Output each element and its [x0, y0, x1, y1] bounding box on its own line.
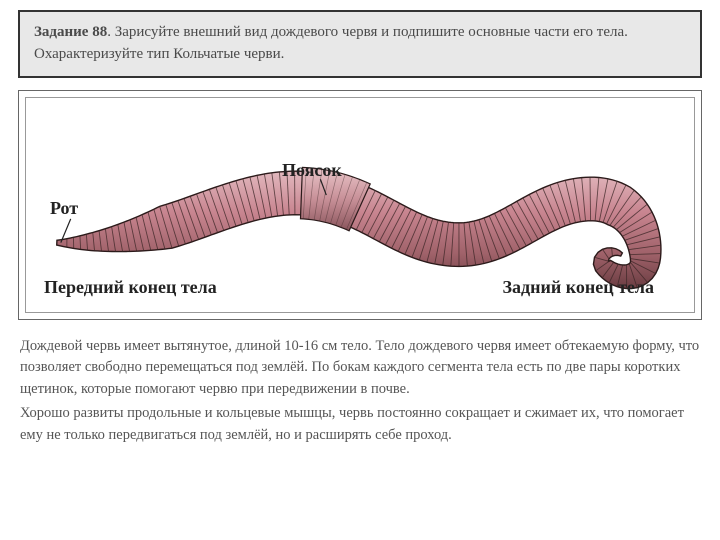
- task-box: Задание 88. Зарисуйте внешний вид дождев…: [18, 10, 702, 78]
- body-text: Дождевой червь имеет вытянутое, длиной 1…: [18, 336, 702, 447]
- paragraph-1: Дождевой червь имеет вытянутое, длиной 1…: [20, 336, 700, 401]
- diagram-outer: Рот Поясок Передний конец тела Задний ко…: [18, 90, 702, 320]
- label-clitellum: Поясок: [282, 160, 342, 181]
- paragraph-2: Хорошо развиты продольные и кольцевые мы…: [20, 403, 700, 447]
- task-number: Задание 88: [34, 24, 107, 40]
- label-back: Задний конец тела: [502, 277, 654, 298]
- label-front: Передний конец тела: [44, 277, 217, 298]
- task-text: . Зарисуйте внешний вид дождевого червя …: [34, 24, 628, 62]
- diagram: Рот Поясок Передний конец тела Задний ко…: [25, 97, 695, 313]
- label-mouth: Рот: [50, 198, 78, 219]
